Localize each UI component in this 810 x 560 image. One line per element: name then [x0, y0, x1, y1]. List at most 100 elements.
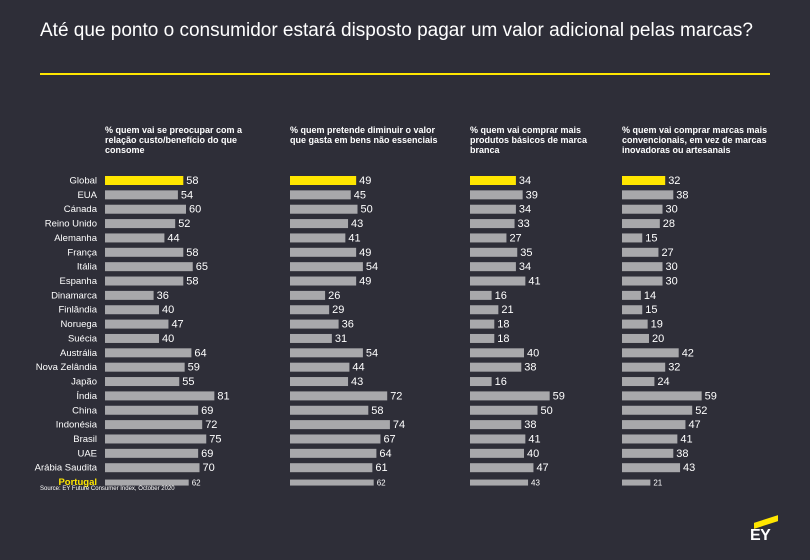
bar	[622, 176, 666, 185]
data-label: 49	[359, 247, 371, 259]
series-header-line: produtos básicos de marca	[470, 135, 588, 145]
series-header-line: relação custo/benefício do que	[105, 135, 237, 145]
bar	[290, 448, 377, 458]
category-label: Itália	[77, 262, 98, 273]
data-label: 72	[390, 390, 402, 402]
data-label: 38	[524, 419, 536, 431]
bar	[290, 176, 357, 185]
bar	[470, 362, 522, 372]
data-label: 64	[379, 448, 391, 460]
bar	[622, 420, 686, 430]
bar	[470, 434, 526, 444]
category-label: Índia	[76, 391, 97, 402]
data-label: 32	[668, 175, 680, 187]
data-label: 81	[217, 390, 229, 402]
data-label: 49	[359, 175, 371, 187]
data-label: 59	[553, 390, 565, 402]
data-label: 33	[518, 218, 530, 230]
bar	[105, 405, 199, 415]
data-label: 40	[527, 347, 539, 359]
bar	[105, 377, 180, 387]
bar	[622, 377, 655, 387]
bar	[622, 262, 663, 272]
data-label: 21	[501, 304, 513, 316]
category-label: Cánada	[64, 204, 98, 215]
bar	[290, 204, 358, 214]
bar	[470, 219, 515, 229]
data-label: 54	[366, 347, 378, 359]
bar	[105, 434, 207, 444]
bar	[105, 233, 165, 243]
category-label: Portugal	[58, 477, 97, 488]
bar	[290, 233, 346, 243]
data-label: 42	[682, 347, 694, 359]
category-label: Dinamarca	[51, 290, 98, 301]
data-label: 15	[645, 232, 657, 244]
bar	[105, 290, 154, 300]
bar	[105, 463, 200, 473]
bar	[470, 176, 516, 185]
bar	[290, 190, 351, 200]
category-label: Japão	[71, 377, 97, 388]
bar	[105, 176, 184, 185]
data-label: 62	[192, 479, 201, 488]
category-label: Finlândia	[58, 305, 97, 316]
bar	[470, 448, 524, 458]
data-label: 18	[497, 333, 509, 345]
bar	[290, 305, 330, 315]
data-label: 75	[209, 433, 221, 445]
bar	[622, 219, 660, 229]
bar	[470, 333, 495, 343]
data-label: 54	[366, 261, 378, 273]
data-label: 54	[181, 189, 193, 201]
data-label: 47	[688, 419, 700, 431]
bar	[290, 247, 357, 257]
series-header-line: que gasta em bens não essenciais	[290, 135, 438, 145]
bar	[470, 262, 516, 272]
data-label: 30	[666, 204, 678, 216]
bar	[290, 434, 381, 444]
bar	[470, 204, 516, 214]
bar	[105, 362, 185, 372]
category-label: Global	[70, 176, 97, 187]
data-label: 74	[393, 419, 405, 431]
data-label: 50	[361, 204, 373, 216]
bar	[470, 247, 518, 257]
bar	[470, 305, 499, 315]
data-label: 24	[657, 376, 669, 388]
category-label: Noruega	[61, 319, 98, 330]
data-label: 21	[653, 479, 662, 488]
bar	[622, 233, 643, 243]
bar	[470, 391, 550, 401]
data-label: 27	[661, 247, 673, 259]
data-label: 40	[162, 304, 174, 316]
data-label: 18	[497, 319, 509, 331]
bar	[622, 448, 674, 458]
data-label: 43	[351, 376, 363, 388]
bar	[105, 262, 193, 272]
series-header-line: branca	[470, 145, 501, 155]
data-label: 38	[524, 362, 536, 374]
data-label: 20	[652, 333, 664, 345]
data-label: 69	[201, 448, 213, 460]
bar	[105, 247, 184, 257]
bar	[470, 348, 524, 358]
data-label: 40	[162, 333, 174, 345]
data-label: 38	[676, 448, 688, 460]
bar	[622, 333, 649, 343]
data-label: 58	[371, 405, 383, 417]
category-label: Indonésia	[56, 420, 98, 431]
bar	[622, 348, 679, 358]
bar	[105, 305, 159, 315]
series-header-1: % quem vai se preocupar com a relação cus…	[105, 125, 243, 155]
data-label: 47	[171, 319, 183, 331]
data-label: 52	[695, 405, 707, 417]
bar	[622, 362, 666, 372]
bar	[105, 479, 189, 486]
data-label: 28	[663, 218, 675, 230]
data-label: 50	[541, 405, 553, 417]
ey-logo: EY	[748, 515, 778, 546]
data-label: 65	[196, 261, 208, 273]
bar	[290, 463, 373, 473]
title-divider	[40, 73, 770, 75]
